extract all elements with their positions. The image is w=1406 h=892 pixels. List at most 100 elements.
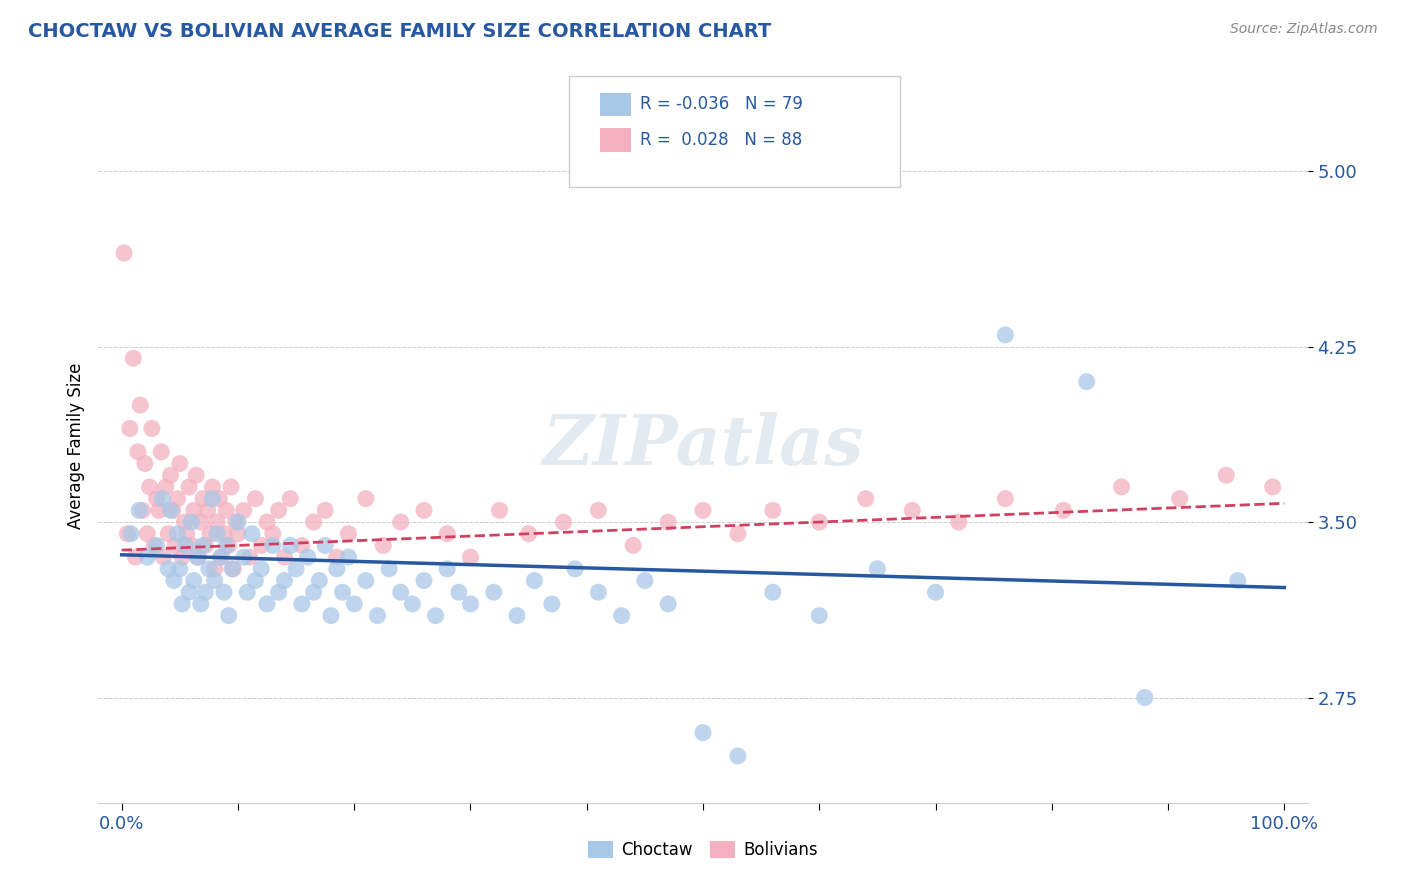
Point [460,597,482,611]
Point [994,491,1017,506]
Point [191,491,214,506]
Point [413,503,436,517]
Point [166,526,188,541]
Point [174,538,197,552]
Point [285,562,308,576]
Point [621,538,644,552]
Point [190,597,212,611]
Point [332,585,354,599]
Point [187,550,209,565]
Point [236,585,259,599]
Point [808,608,831,623]
Point [152,550,174,565]
Point [308,574,330,588]
Point [314,503,336,517]
Point [124,550,146,565]
Point [157,526,180,541]
Point [267,503,290,517]
Point [366,608,388,623]
Point [122,351,145,366]
Point [278,491,301,506]
Point [240,526,263,541]
Point [436,526,458,541]
Point [337,526,360,541]
Point [267,585,290,599]
Point [215,538,238,552]
Point [232,550,254,565]
Point [278,538,301,552]
Point [425,608,447,623]
Point [460,550,482,565]
Point [692,725,714,739]
Point [657,515,679,529]
Point [208,491,231,506]
Point [179,480,201,494]
Point [326,562,349,576]
Point [128,503,150,517]
Point [222,562,245,576]
Point [866,562,889,576]
Point [634,574,657,588]
Point [436,562,458,576]
Point [112,246,135,260]
Point [1226,574,1249,588]
Point [262,538,284,552]
Point [212,585,235,599]
Point [180,515,202,529]
Point [225,515,247,529]
Point [564,562,586,576]
Point [610,608,633,623]
Legend: Choctaw, Bolivians: Choctaw, Bolivians [582,834,824,866]
Point [517,526,540,541]
Point [157,562,180,576]
Point [148,503,170,517]
Point [190,515,212,529]
Point [692,503,714,517]
Point [205,515,228,529]
Point [127,445,149,459]
Point [657,597,679,611]
Point [145,538,167,552]
Text: ZIPatlas: ZIPatlas [543,412,863,480]
Point [354,574,377,588]
Point [150,491,173,506]
Point [553,515,575,529]
Point [1133,690,1156,705]
Point [413,574,436,588]
Point [273,550,295,565]
Point [163,574,186,588]
Point [184,468,207,483]
Point [727,526,749,541]
Point [273,574,295,588]
Point [117,526,139,541]
Point [162,503,184,517]
Point [343,597,366,611]
Point [172,597,194,611]
Point [212,526,235,541]
Point [447,585,470,599]
Point [219,480,242,494]
Y-axis label: Average Family Size: Average Family Size [66,363,84,529]
Text: R = -0.036   N = 79: R = -0.036 N = 79 [640,95,803,113]
Point [302,515,325,529]
Point [204,562,226,576]
Point [194,585,217,599]
Point [901,503,924,517]
Point [179,585,201,599]
Point [401,597,423,611]
Point [337,550,360,565]
Point [506,608,529,623]
Point [120,526,142,541]
Point [1052,503,1074,517]
Point [218,608,240,623]
Point [215,503,238,517]
Point [291,538,314,552]
Point [159,503,181,517]
Point [256,515,278,529]
Point [136,550,159,565]
Point [131,503,153,517]
Point [183,574,205,588]
Point [136,526,159,541]
Point [482,585,505,599]
Point [205,526,228,541]
